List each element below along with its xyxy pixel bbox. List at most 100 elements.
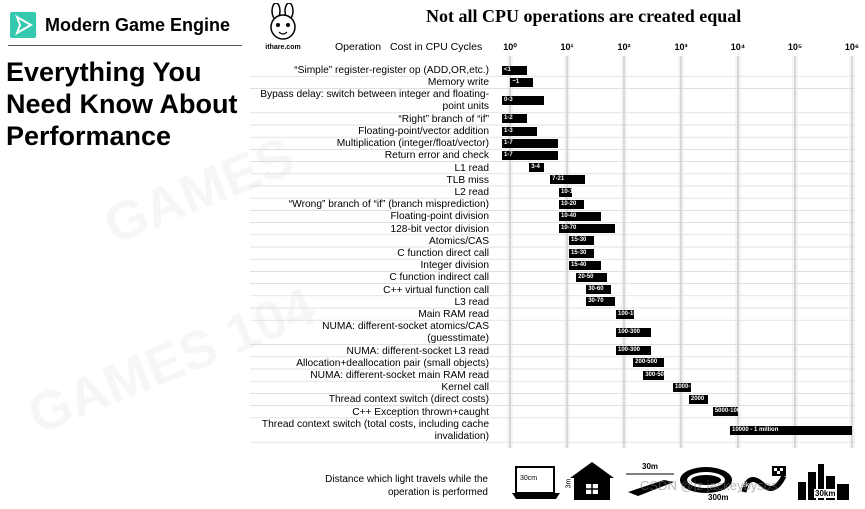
- row-label: C++ virtual function call: [383, 284, 489, 296]
- bar-range-label: 100-150: [618, 310, 641, 317]
- bar-range-label: 7-21: [552, 176, 565, 183]
- row-label: Floating-point/vector addition: [358, 126, 489, 137]
- operation-column-header: Operation: [335, 41, 382, 53]
- bar-range-label: 15-30: [571, 249, 587, 256]
- row-label: Allocation+deallocation pair (small obje…: [296, 357, 489, 369]
- axis-tick-label: 10⁴: [730, 42, 746, 52]
- axis-tick-label: 10⁰: [503, 42, 517, 52]
- cost-bar: [633, 358, 664, 368]
- cost-bar: [712, 407, 738, 417]
- bar-range-label: 100-300: [618, 347, 641, 354]
- row-label: C++ Exception thrown+caught: [352, 406, 489, 418]
- cost-bar: [673, 382, 692, 392]
- row-label: L1 read: [454, 162, 489, 174]
- row-label: Floating-point division: [390, 211, 489, 223]
- stadium-distance: 300m: [708, 493, 729, 502]
- bar-range-label: 10-12: [561, 188, 577, 195]
- row-label: Return error and check: [384, 150, 489, 162]
- bar-range-label: 3-4: [531, 164, 540, 171]
- bar-range-label: 30-70: [588, 298, 604, 305]
- row-label: NUMA: different-socket atomics/CAS (gues…: [322, 321, 489, 345]
- bar-range-label: 1000-1500: [675, 383, 704, 390]
- bar-range-label: 15-30: [571, 237, 587, 244]
- axis-tick-label: 10⁵: [787, 42, 803, 52]
- cost-bar: [586, 285, 612, 295]
- city-distance: 30km: [814, 489, 837, 498]
- cost-bar: [569, 260, 602, 270]
- laptop-distance: 30cm: [520, 475, 538, 482]
- bar-range-label: 15-40: [571, 261, 587, 268]
- bar-range-label: 0-3: [504, 97, 513, 104]
- bar-range-label: 1-3: [504, 127, 513, 134]
- row-label: Main RAM read: [418, 309, 489, 320]
- city-skyline-icon: 30km: [796, 460, 852, 507]
- bar-range-label: <1: [504, 66, 511, 73]
- brand-name: Modern Game Engine: [45, 15, 231, 35]
- cost-bar: [643, 370, 664, 380]
- cost-bar: [510, 77, 533, 87]
- row-label: Thread context switch (total costs, incl…: [261, 418, 489, 442]
- row-label: “Simple” register-register op (ADD,OR,et…: [294, 65, 489, 76]
- cost-bar: [502, 151, 559, 160]
- house-distance: 3m: [565, 478, 573, 489]
- brand-divider: [8, 45, 242, 46]
- bar-range-label: 1-7: [504, 152, 513, 158]
- cost-bar: [502, 96, 545, 106]
- bar-range-label: 10-70: [561, 225, 577, 232]
- bar-range-label: ~1: [512, 78, 520, 85]
- axis-tick-label: 10⁶: [844, 42, 860, 52]
- light-distance-label: Distance which light travels while the o…: [325, 474, 488, 498]
- bar-range-label: 10-40: [561, 213, 577, 219]
- cost-bar: [502, 138, 559, 148]
- bar-range-label: 30-60: [588, 286, 604, 293]
- race-track-icon: 3km: [740, 462, 790, 507]
- stadium-icon: 300m: [678, 462, 734, 507]
- bar-range-label: 10000 - 1 million: [732, 426, 779, 433]
- cost-bar: [502, 65, 528, 75]
- brand-logo-icon: [10, 12, 36, 38]
- race-track-distance: 3km: [742, 482, 756, 489]
- row-label: Memory write: [427, 77, 489, 89]
- cost-bar: [569, 248, 595, 258]
- axis-tick-label: 10²: [617, 42, 631, 52]
- row-label: Atomics/CAS: [428, 235, 489, 247]
- row-label: Kernel call: [441, 382, 489, 394]
- row-label: Integer division: [420, 260, 489, 272]
- row-label: “Right” branch of “if”: [398, 113, 489, 125]
- mascot-image: ithare.com: [262, 2, 304, 55]
- row-label: C function indirect call: [389, 272, 489, 284]
- bar-range-label: 300-500: [645, 371, 668, 378]
- cost-bar: [550, 175, 586, 185]
- bar-range-label: 200-500: [635, 359, 658, 366]
- row-label: Thread context switch (direct costs): [328, 394, 489, 406]
- cost-bar: [569, 236, 595, 246]
- mascot-caption: ithare.com: [265, 44, 301, 51]
- cost-axis-label: Cost in CPU Cycles: [390, 41, 483, 53]
- cost-bar: [502, 114, 528, 124]
- bar-range-label: 20-50: [578, 274, 594, 280]
- cost-bar: [616, 327, 652, 337]
- cost-bar: [529, 163, 545, 173]
- cost-bar: [576, 273, 607, 282]
- cost-bar: [502, 126, 538, 136]
- cost-bar: [559, 212, 602, 221]
- house-icon: 3m: [565, 460, 618, 507]
- bar-range-label: 5000-10000: [714, 408, 747, 415]
- row-label: L2 read: [454, 187, 489, 198]
- row-label: Bypass delay: switch between integer and…: [260, 89, 489, 113]
- bus-distance: 30m: [642, 462, 659, 471]
- row-label: “Wrong” branch of “if” (branch mispredic…: [288, 199, 489, 211]
- row-label: Multiplication (integer/float/vector): [336, 138, 489, 150]
- bar-range-label: 2000: [690, 396, 705, 402]
- row-label: L3 read: [454, 296, 489, 308]
- chart-title: Not all CPU operations are created equal: [426, 6, 742, 26]
- cost-bar: [688, 395, 709, 404]
- bus-icon: 30m: [624, 462, 676, 507]
- row-label: NUMA: different-socket main RAM read: [310, 370, 489, 381]
- cost-bar: [559, 187, 572, 197]
- row-label: NUMA: different-socket L3 read: [346, 345, 489, 357]
- slide-title: Everything You Need Know About Performan…: [6, 57, 238, 151]
- row-label: 128-bit vector division: [390, 223, 489, 235]
- cost-bar: [730, 425, 852, 435]
